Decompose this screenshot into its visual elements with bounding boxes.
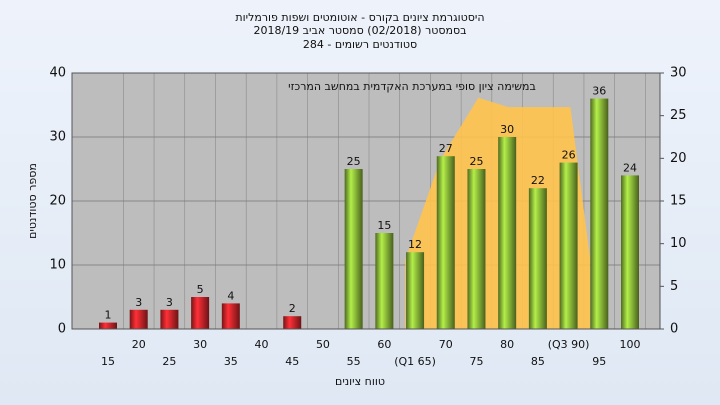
- bar: [621, 175, 639, 329]
- bar: [559, 162, 578, 329]
- x-tick-label: 35: [224, 355, 238, 368]
- value-label: 36: [592, 85, 606, 98]
- value-label: 3: [135, 296, 142, 309]
- value-label: 12: [408, 238, 422, 251]
- value-label: 22: [531, 174, 545, 187]
- x-tick-label: 45: [285, 355, 299, 368]
- bar: [99, 322, 117, 329]
- x-tick-label: 30: [193, 338, 207, 351]
- x-tick-label: (Q1 65): [394, 355, 436, 368]
- x-tick-label: 75: [469, 355, 483, 368]
- value-label: 24: [623, 161, 637, 174]
- bar: [406, 252, 425, 329]
- x-tick-label: 95: [592, 355, 606, 368]
- value-label: 26: [562, 149, 576, 162]
- y2-tick-label: 20: [670, 151, 687, 166]
- x-tick-label: 40: [255, 338, 269, 351]
- x-tick-label: 20: [132, 338, 146, 351]
- value-label: 2: [289, 302, 296, 315]
- bar: [375, 233, 394, 329]
- bar: [528, 188, 547, 329]
- value-label: 25: [347, 155, 361, 168]
- bar: [221, 303, 240, 329]
- y2-tick-label: 15: [670, 194, 687, 209]
- y2-tick-label: 10: [670, 236, 687, 251]
- y-tick-label: 0: [58, 322, 66, 337]
- y-tick-label: 40: [49, 66, 66, 81]
- value-label: 30: [500, 123, 514, 136]
- y2-tick-label: 0: [670, 322, 678, 337]
- x-tick-label: (Q3 90): [548, 338, 590, 351]
- x-tick-label: 80: [500, 338, 514, 351]
- value-label: 5: [197, 283, 204, 296]
- y2-tick-label: 30: [670, 66, 687, 81]
- bar: [283, 316, 302, 329]
- bar: [160, 309, 179, 329]
- x-tick-label: 100: [620, 338, 641, 351]
- value-label: 25: [469, 155, 483, 168]
- value-label: 4: [227, 289, 234, 302]
- bar: [129, 309, 148, 329]
- bar: [344, 169, 363, 329]
- bar: [191, 297, 210, 329]
- y2-tick-label: 25: [670, 108, 687, 123]
- x-axis-label: טווח ציונים: [335, 375, 385, 388]
- chart-subtitle: בסמסטר (02/2018) סמסטר אביב 2018/19: [253, 24, 466, 37]
- x-tick-label: 60: [377, 338, 391, 351]
- bar: [467, 169, 486, 329]
- bar: [498, 137, 517, 329]
- value-label: 3: [166, 296, 173, 309]
- bar: [436, 156, 455, 329]
- value-label: 15: [377, 219, 391, 232]
- x-tick-label: 15: [101, 355, 115, 368]
- x-tick-label: 25: [162, 355, 176, 368]
- x-tick-label: 55: [347, 355, 361, 368]
- y2-tick-label: 5: [670, 279, 678, 294]
- annotation: במשימה ציון סופי במערכת האקדמית במחשב המ…: [288, 80, 536, 93]
- value-label: 27: [439, 142, 453, 155]
- x-tick-label: 50: [316, 338, 330, 351]
- value-label: 1: [105, 309, 112, 322]
- chart-title: היסטוגרמת ציונים בקורס - אוטומטים ושפות …: [235, 11, 484, 24]
- chart-subtitle: סטודנטים רשומים - 284: [303, 38, 417, 51]
- y-tick-label: 10: [49, 258, 66, 273]
- x-tick-label: 70: [439, 338, 453, 351]
- y-tick-label: 30: [49, 130, 66, 145]
- y-tick-label: 20: [49, 194, 66, 209]
- y-axis-label: מספר סטודנטים: [26, 163, 39, 239]
- x-tick-label: 85: [531, 355, 545, 368]
- bar: [590, 98, 609, 329]
- plot-frame: [71, 72, 661, 330]
